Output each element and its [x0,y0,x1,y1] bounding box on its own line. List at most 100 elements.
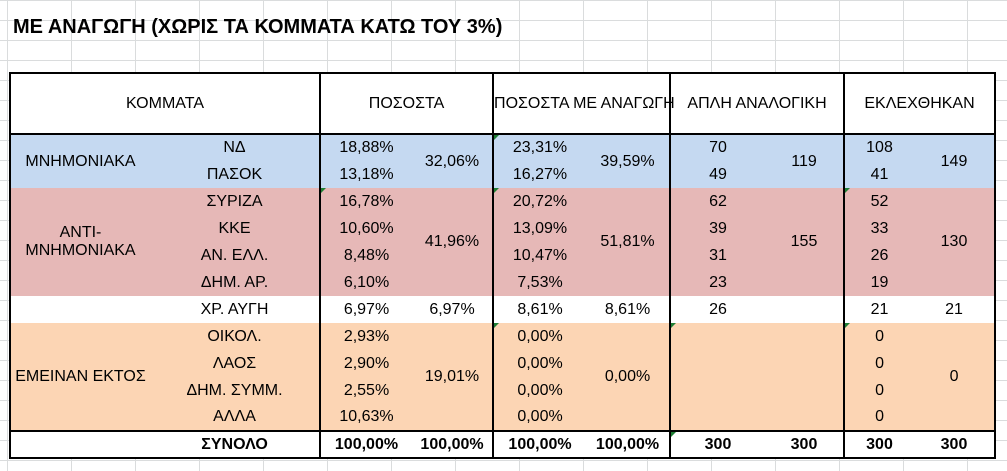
percent-cell[interactable]: 18,88% [320,134,412,161]
elected-cell[interactable]: 41 [844,161,915,188]
percent-cell[interactable]: 8,48% [320,242,412,269]
group-label-anti[interactable]: ΑΝΤΙ- ΜΝΗΜΟΝΙΑΚΑ [9,188,150,296]
seats-cell[interactable]: 70 [670,134,766,161]
party-name[interactable]: ΔΗΜ. ΣΥΜΜ. [150,377,321,404]
table-row: ΚΚΕ 10,60% 13,09% 39 33 [10,215,995,242]
table-row: ΧΡ. ΑΥΓΗ 6,97% 6,97% 8,61% 8,61% 26 21 2… [9,296,997,323]
group-label-memorandum[interactable]: ΜΝΗΜΟΝΙΑΚΑ [9,134,150,188]
seats-total-cell[interactable] [765,323,846,431]
seats-cell[interactable] [670,404,766,431]
percent-total-cell[interactable]: 32,06% [412,134,495,188]
elected-cell[interactable]: 108 [844,134,915,161]
reduced-cell[interactable]: 0,00% [493,404,587,431]
seats-cell[interactable]: 39 [670,215,766,242]
elected-cell[interactable]: 33 [844,215,915,242]
seats-cell[interactable]: 26 [670,296,766,323]
seats-cell[interactable] [670,350,766,377]
seats-cell[interactable] [670,323,766,350]
seats-cell[interactable]: 49 [670,161,766,188]
elected-total-cell[interactable]: 149 [914,134,997,188]
percent-cell[interactable]: 13,18% [320,161,412,188]
seats-total-cell[interactable] [765,296,846,323]
party-name[interactable]: ΑΝ. ΕΛΛ. [150,242,321,269]
group-label-outside[interactable]: ΕΜΕΙΝΑΝ ΕΚΤΟΣ [9,323,150,431]
reduced-cell[interactable]: 0,00% [493,377,587,404]
reduced-cell[interactable]: 13,09% [493,215,587,242]
party-name[interactable]: ΔΗΜ. ΑΡ. [150,269,321,296]
total-elected-cell[interactable]: 300 [844,430,915,459]
group-label-anti-line1: ΑΝΤΙ- [59,224,102,241]
percent-cell[interactable]: 6,10% [320,269,412,296]
reduced-cell[interactable]: 10,47% [493,242,587,269]
reduced-total-cell[interactable]: 51,81% [586,188,672,296]
seats-total-cell[interactable]: 155 [765,188,846,296]
party-name[interactable]: ΧΡ. ΑΥΓΗ [150,296,321,323]
total-seats-cell[interactable]: 300 [670,430,766,459]
elected-total-cell[interactable]: 21 [914,296,997,323]
party-name[interactable]: ΛΑΟΣ [150,350,321,377]
total-percent-cell[interactable]: 100,00% [320,430,412,459]
total-empty-cell[interactable] [9,430,150,459]
total-label[interactable]: ΣΥΝΟΛΟ [150,430,321,459]
elected-cell[interactable]: 21 [844,296,915,323]
elected-cell[interactable]: 0 [844,323,915,350]
total-reduced-cell[interactable]: 100,00% [493,430,587,459]
reduced-cell[interactable]: 16,27% [493,161,587,188]
reduced-cell[interactable]: 20,72% [493,188,587,215]
table-row: ΑΝΤΙ- ΜΝΗΜΟΝΙΑΚΑ ΣΥΡΙΖΑ 16,78% 41,96% 20,… [9,188,997,296]
header-elected[interactable]: ΕΚΛΕΧΘΗΚΑΝ [844,72,997,135]
elected-cell[interactable]: 19 [844,269,915,296]
elected-cell[interactable]: 0 [844,377,915,404]
group-label-empty[interactable] [9,296,150,323]
reduced-cell[interactable]: 0,00% [493,323,587,350]
percent-cell[interactable]: 10,60% [320,215,412,242]
seats-cell[interactable]: 23 [670,269,766,296]
percent-cell[interactable]: 6,97% [320,296,412,323]
party-name[interactable]: ΣΥΡΙΖΑ [150,188,321,215]
party-name[interactable]: ΚΚΕ [150,215,321,242]
percent-total-cell[interactable]: 41,96% [412,188,495,296]
elected-total-cell[interactable]: 0 [914,323,997,431]
reduced-cell[interactable]: 0,00% [493,350,587,377]
party-name[interactable]: ΟΙΚΟΛ. [150,323,321,350]
total-elected-sum-cell[interactable]: 300 [914,430,997,459]
elected-total-cell[interactable]: 130 [914,188,997,296]
percent-cell[interactable]: 2,90% [320,350,412,377]
elected-cell[interactable]: 0 [844,350,915,377]
group-label-anti-line2: ΜΝΗΜΟΝΙΑΚΑ [25,242,136,259]
party-name[interactable]: ΑΛΛΑ [150,404,321,431]
total-percent-sum-cell[interactable]: 100,00% [412,430,495,459]
sheet-title: ΜΕ ΑΝΑΓΩΓΗ (ΧΩΡΙΣ ΤΑ ΚΟΜΜΑΤΑ ΚΑΤΩ ΤΟΥ 3%… [13,16,503,38]
elected-cell[interactable]: 26 [844,242,915,269]
seats-cell[interactable]: 62 [670,188,766,215]
table-row: ΕΜΕΙΝΑΝ ΕΚΤΟΣ ΟΙΚΟΛ. 2,93% 19,01% 0,00% … [9,323,997,431]
seats-total-cell[interactable]: 119 [765,134,846,188]
percent-cell[interactable]: 2,93% [320,323,412,350]
table-row: ΑΛΛΑ 10,63% 0,00% 0 [10,404,995,431]
percent-total-cell[interactable]: 19,01% [412,323,495,431]
total-seats-sum-cell[interactable]: 300 [765,430,846,459]
reduced-cell[interactable]: 8,61% [493,296,587,323]
elected-cell[interactable]: 52 [844,188,915,215]
percent-cell[interactable]: 16,78% [320,188,412,215]
party-name[interactable]: ΠΑΣΟΚ [150,161,321,188]
header-parties[interactable]: ΚΟΜΜΑΤΑ [9,72,321,135]
reduced-total-cell[interactable]: 39,59% [586,134,672,188]
reduced-total-cell[interactable]: 8,61% [586,296,672,323]
percent-cell[interactable]: 10,63% [320,404,412,431]
party-name[interactable]: ΝΔ [150,134,321,161]
total-reduced-sum-cell[interactable]: 100,00% [586,430,672,459]
percent-total-cell[interactable]: 6,97% [412,296,495,323]
seats-cell[interactable] [670,377,766,404]
header-row: ΚΟΜΜΑΤΑ ΠΟΣΟΣΤΑ ΠΟΣΟΣΤΑ ΜΕ ΑΝΑΓΩΓΗ ΑΠΛΗ … [9,72,997,135]
percent-cell[interactable]: 2,55% [320,377,412,404]
elected-cell[interactable]: 0 [844,404,915,431]
reduced-cell[interactable]: 23,31% [493,134,587,161]
header-percent-reduced[interactable]: ΠΟΣΟΣΤΑ ΜΕ ΑΝΑΓΩΓΗ [493,72,675,135]
reduced-cell[interactable]: 7,53% [493,269,587,296]
header-percent[interactable]: ΠΟΣΟΣΤΑ [320,72,495,135]
reduced-total-cell[interactable]: 0,00% [586,323,672,431]
header-simple-proportional[interactable]: ΑΠΛΗ ΑΝΑΛΟΓΙΚΗ [670,72,846,135]
table-row: ΔΗΜ. ΑΡ. 6,10% 7,53% 23 19 [10,269,995,296]
seats-cell[interactable]: 31 [670,242,766,269]
